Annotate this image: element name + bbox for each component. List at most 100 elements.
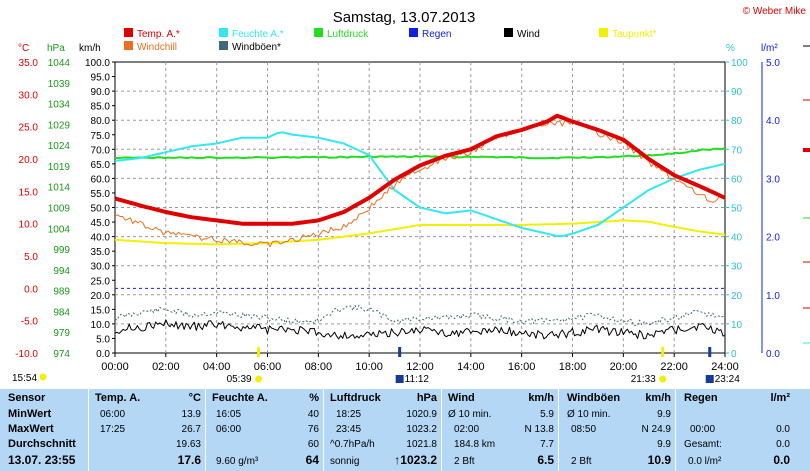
pressure-avg: 1021.8 (406, 439, 437, 450)
stats-panel: Sensor MinWert MaxWert Durchschnitt 13.0… (0, 389, 810, 471)
legend-swatch-5 (599, 28, 608, 37)
date-label: 13.07. 23:55 (8, 453, 76, 467)
stats-pressure-col: Luftdruck hPa 18:25 1020.9 23:45 1023.2 … (324, 389, 441, 471)
temp-tick-3: 20.0 (19, 155, 39, 166)
rain-unit: l/m² (761, 43, 778, 54)
humidity-header: Feuchte A. (212, 392, 268, 404)
wind-min-label: Ø 10 min. (448, 409, 492, 420)
windboeen-line (114, 304, 726, 326)
pressure-tick-10: 994 (53, 266, 70, 277)
wind-distance: 184.8 km (454, 439, 496, 450)
x-tick-6: 12:00 (406, 361, 434, 373)
gust-unit-label: km/h (645, 392, 671, 404)
humidity-tick-2: 80 (731, 116, 743, 127)
moon-marker-4 (705, 375, 714, 383)
stats-humidity-col: Feuchte A. % 16:05 40 06:00 76 60 9.60 g… (206, 389, 323, 471)
pressure-tick-14: 974 (53, 349, 70, 360)
wind-tick-15: 25.0 (91, 276, 111, 287)
rain-tick-3: 2.0 (766, 233, 780, 244)
moon-marker-2 (395, 375, 404, 383)
wind-avg: 7.7 (540, 439, 554, 450)
rain-current: 0.0 (773, 453, 790, 467)
legend-label-4: Wind (517, 29, 540, 40)
temp-min-time: 06:00 (100, 409, 126, 420)
axis-units: °C hPa km/h % l/m² (18, 43, 778, 54)
gust-avg: 9.9 (657, 439, 671, 450)
pressure-tick-0: 1044 (48, 58, 71, 69)
x-tick-8: 16:00 (508, 361, 536, 373)
humidity-tick-0: 100 (731, 58, 748, 69)
gust-header: Windböen (567, 392, 621, 404)
annotation-2: 11:12 (405, 374, 430, 385)
pressure-tick-3: 1029 (48, 120, 71, 131)
x-tick-1: 02:00 (152, 361, 180, 373)
wind-max: N 13.8 (524, 424, 554, 435)
x-tick-9: 18:00 (559, 361, 587, 373)
pressure-max: 1023.2 (406, 424, 437, 435)
x-tick-0: 00:00 (101, 361, 129, 373)
temp-unit-label: °C (188, 392, 201, 404)
rain-tick-2: 3.0 (766, 174, 780, 185)
pressure-tick-13: 979 (53, 328, 70, 339)
axis-ticks: 35.0 30.0 25.0 20.0 15.0 10.0 5.0 0.0 -5.0 -10.0 1… (15, 58, 780, 373)
wind-tick-16: 20.0 (91, 291, 111, 302)
edge-marks (803, 45, 810, 344)
humidity-min: 40 (307, 409, 319, 420)
wind-tick-3: 85.0 (91, 102, 111, 113)
pressure-tick-12: 984 (53, 307, 70, 318)
humidity-tick-8: 20 (731, 291, 743, 302)
temp-tick-8: -5.0 (21, 317, 39, 328)
x-tick-4: 08:00 (305, 361, 333, 373)
wind-tick-12: 40.0 (91, 233, 111, 244)
humidity-unit-label: % (309, 392, 319, 404)
x-tick-5: 10:00 (355, 361, 383, 373)
wind-min: 5.9 (540, 409, 554, 420)
legend-label-0: Temp. A.* (137, 29, 180, 40)
temp-tick-6: 5.0 (24, 252, 38, 263)
wind-tick-10: 50.0 (91, 204, 111, 215)
temp-tick-9: -10.0 (15, 349, 38, 360)
taupunkt-line (114, 219, 726, 246)
humidity-tick-5: 50 (731, 204, 743, 215)
wind-tick-8: 60.0 (91, 174, 111, 185)
maxwert-label: MaxWert (8, 423, 54, 435)
rain-tick-5: 0.0 (766, 349, 780, 360)
pressure-tick-7: 1009 (48, 204, 71, 215)
weather-chart: Samstag, 13.07.2013 © Weber Mike Temp. A… (12, 6, 810, 385)
legend-label-1: Feuchte A.* (232, 29, 284, 40)
pressure-tick-5: 1019 (48, 162, 71, 173)
x-tick-7: 14:00 (457, 361, 485, 373)
chart-title: Samstag, 13.07.2013 (333, 9, 476, 26)
temp-max: 26.7 (181, 424, 201, 435)
gust-max: N 24.9 (641, 424, 671, 435)
rain-tick-1: 4.0 (766, 116, 780, 127)
wind-tick-7: 65.0 (91, 160, 111, 171)
annotation-0: 15:54 (12, 373, 37, 384)
legend-label-5: Taupunkt* (612, 29, 657, 40)
pressure-tick-6: 1014 (48, 183, 71, 194)
humidity-current: 64 (305, 453, 319, 467)
legend-swatch-7 (219, 41, 228, 50)
pressure-unit: hPa (47, 43, 65, 54)
legend-label-6: Windchill (137, 42, 177, 53)
legend-swatch-2 (314, 28, 323, 37)
stats-wind-col: Wind km/h Ø 10 min. 5.9 02:00 N 13.8 184… (442, 389, 558, 471)
pressure-tick-11: 989 (53, 287, 70, 298)
legend-label-2: Luftdruck (327, 29, 369, 40)
wind-bft: 2 Bft (454, 456, 475, 467)
legend-swatch-1 (219, 28, 228, 37)
wind-tick-9: 55.0 (91, 189, 111, 200)
humidity-max: 76 (307, 424, 319, 435)
humidity-tick-7: 30 (731, 262, 743, 273)
feuchte-line (114, 131, 726, 237)
temp-avg: 19.63 (175, 439, 201, 450)
gust-max-time: 08:50 (571, 424, 597, 435)
temp-tick-5: 10.0 (19, 220, 39, 231)
humidity-tick-1: 90 (731, 87, 743, 98)
humidity-min-time: 16:05 (216, 409, 242, 420)
humidity-max-time: 06:00 (216, 424, 242, 435)
annotation-1: 05:39 (227, 374, 252, 385)
pressure-trend: ^0.7hPa/h (330, 439, 375, 450)
annotation-3: 21:33 (631, 374, 656, 385)
wind-header: Wind (448, 392, 475, 404)
